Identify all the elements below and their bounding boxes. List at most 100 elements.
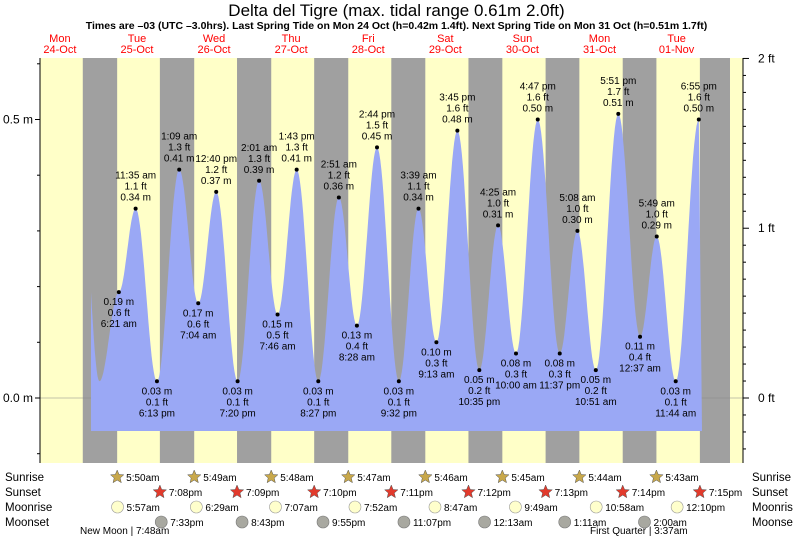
tide-label: 8:27 pm: [300, 408, 336, 419]
tide-point: [535, 117, 540, 122]
tide-label: 0.05 m: [464, 375, 495, 386]
tide-point: [316, 379, 321, 384]
tide-label: 0.3 ft: [549, 369, 571, 380]
moonset-time: 1:11am: [574, 518, 607, 529]
day-name: Thu: [282, 33, 301, 45]
sunset-time: 7:12pm: [477, 488, 510, 499]
tide-label: 5:08 am: [559, 193, 595, 204]
tide-label: 7:20 pm: [220, 408, 256, 419]
daylight-band: [40, 58, 83, 463]
tide-point: [416, 206, 421, 211]
day-name: Tue: [128, 33, 147, 45]
row-label-left: Sunset: [5, 487, 42, 499]
tide-label: 0.4 ft: [629, 353, 651, 364]
tide-label: 0.39 m: [244, 165, 275, 176]
tide-label: 11:44 am: [655, 408, 696, 419]
tide-label: 0.19 m: [104, 297, 135, 308]
tide-label: 0.08 m: [501, 358, 532, 369]
moonset-icon: [316, 515, 330, 529]
tide-label: 1.1 ft: [124, 182, 146, 193]
moonset-time: 9:55pm: [332, 518, 365, 529]
row-label-right: Sunset: [752, 487, 789, 499]
tide-label: 6:55 pm: [681, 82, 717, 93]
row-label-left: Sunrise: [5, 472, 44, 484]
sunset-icon: [306, 484, 322, 499]
tide-point: [557, 351, 562, 356]
moonrise-time: 7:07am: [284, 503, 317, 514]
day-date: 27-Oct: [275, 44, 308, 56]
moonrise-icon: [589, 500, 603, 514]
day-date: 01-Nov: [659, 44, 695, 56]
sunrise-icon: [186, 469, 202, 484]
day-date: 29-Oct: [429, 44, 462, 56]
tide-label: 0.2 ft: [468, 386, 490, 397]
tide-point: [477, 368, 482, 373]
day-name: Wed: [203, 33, 225, 45]
moonrise-icon: [509, 500, 522, 514]
sunrise-icon: [418, 469, 433, 484]
tide-label: 0.10 m: [421, 347, 452, 358]
tide-label: 6:21 am: [101, 319, 137, 330]
tide-curve: [91, 113, 702, 432]
sun-moon-rows: Sunrise Sunrise Sunset Sunset Moonrise Moonri…: [5, 469, 793, 537]
tide-point: [177, 167, 182, 172]
tide-point: [593, 368, 598, 373]
sunrise-time: 5:44am: [588, 473, 621, 484]
tide-label: 3:45 pm: [439, 93, 475, 104]
sunrise-time: 5:49am: [203, 473, 236, 484]
tide-label: 1.2 ft: [328, 170, 350, 181]
tide-label: 10:35 pm: [458, 397, 500, 408]
tide-label: 4:25 am: [480, 187, 516, 198]
tide-label: 0.03 m: [142, 386, 173, 397]
moonrise-time: 6:29am: [205, 503, 238, 514]
moonrise-icon: [190, 500, 203, 514]
tide-label: 12:40 pm: [195, 154, 237, 165]
tide-label: 0.08 m: [544, 358, 575, 369]
sunset-icon: [229, 484, 245, 499]
tide-label: 1.3 ft: [286, 143, 308, 154]
tide-label: 0.03 m: [222, 386, 253, 397]
tide-label: 0.51 m: [603, 98, 634, 109]
tide-point: [116, 290, 121, 295]
tide-label: 3:39 am: [400, 171, 436, 182]
moonrise-icon: [111, 500, 124, 514]
sunrise-icon: [495, 469, 510, 484]
sunset-time: 7:15pm: [709, 488, 742, 499]
moonset-icon: [235, 515, 249, 529]
tide-label: 2:01 am: [241, 143, 277, 154]
tide-point: [336, 195, 341, 200]
tide-point: [133, 206, 138, 211]
tide-label: 0.41 m: [164, 154, 195, 165]
tide-label: 0.1 ft: [146, 397, 168, 408]
left-tick-label: 0.5 m: [3, 113, 33, 127]
tide-label: 4:47 pm: [520, 82, 556, 93]
row-label-right: Moonset: [752, 517, 793, 529]
day-name: Fri: [362, 33, 375, 45]
moonrise-time: 8:47am: [444, 503, 477, 514]
sunset-icon: [538, 484, 553, 499]
sunrise-time: 5:46am: [434, 473, 467, 484]
tide-label: 0.50 m: [522, 104, 553, 115]
chart-subtitle: Times are –03 (UTC –3.0hrs). Last Spring…: [85, 20, 708, 32]
tide-label: 1.0 ft: [646, 209, 668, 220]
sunset-time: 7:10pm: [323, 488, 356, 499]
tide-label: 0.03 m: [303, 386, 334, 397]
tide-label: 5:49 am: [639, 198, 675, 209]
tide-label: 11:37 pm: [539, 380, 580, 391]
tide-point: [696, 117, 701, 122]
tide-label: 0.2 ft: [585, 386, 607, 397]
moonrise-icon: [269, 500, 282, 514]
day-date: 30-Oct: [506, 44, 539, 56]
sunrise-icon: [109, 469, 125, 484]
tide-label: 0.1 ft: [226, 397, 248, 408]
row-label-left: Moonrise: [5, 502, 52, 514]
tide-label: 1.3 ft: [168, 143, 190, 154]
tide-label: 0.03 m: [660, 386, 691, 397]
sunset-time: 7:11pm: [400, 488, 433, 499]
moonrise-icon: [670, 500, 684, 514]
tide-label: 0.37 m: [201, 176, 232, 187]
day-name: Mon: [49, 33, 70, 45]
day-name: Mon: [589, 33, 610, 45]
tide-label: 10:00 am: [495, 380, 537, 391]
